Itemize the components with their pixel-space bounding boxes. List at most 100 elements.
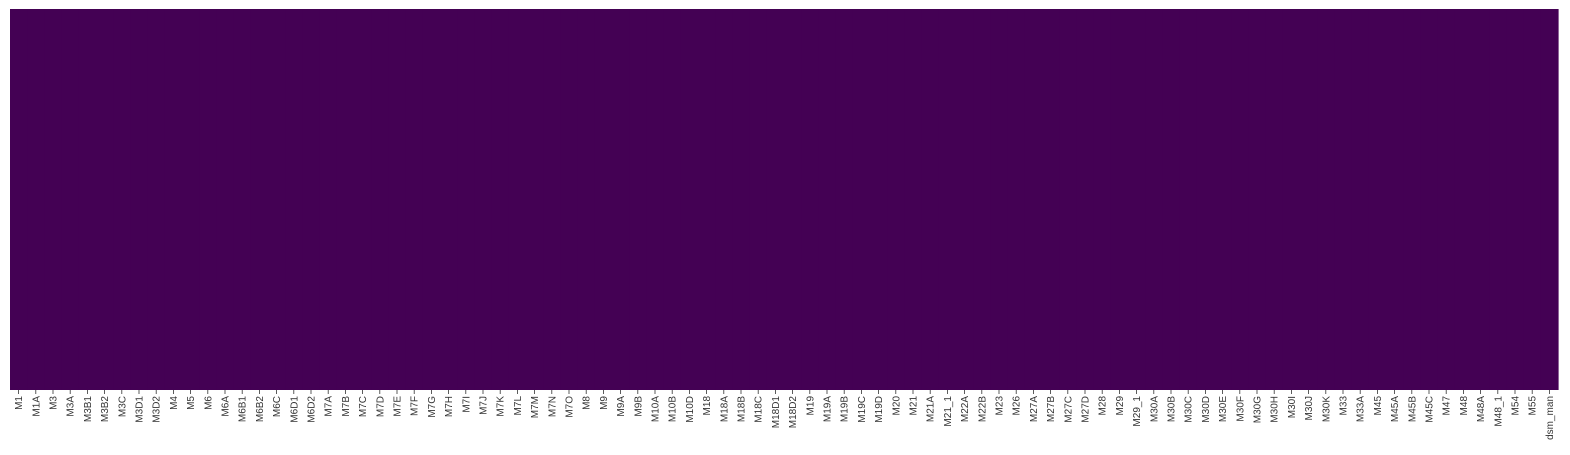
heatmap-cell-m54 [1506,9,1525,390]
heatmap-cell-m6 [199,9,217,390]
heatmap-cell-m3d1 [130,9,149,390]
x-tick-label: M9B [633,396,644,417]
heatmap-cell-m30k [1317,9,1335,390]
heatmap-cell-m30e [1214,9,1232,390]
heatmap-cell-m23 [990,9,1009,390]
heatmap-cell-m7o [560,9,579,390]
heatmap-cell-dsm-man [1540,9,1559,390]
x-tick-label: M7D [375,396,386,417]
heatmap-cell-m21 [904,9,923,390]
heatmap-cell-m19b [835,9,854,390]
heatmap-cell-m6b2 [250,9,269,390]
heatmap-cell-m30h [1265,9,1284,390]
x-tick-label: M48A [1476,396,1487,422]
x-tick-label: M18D1 [771,396,782,429]
x-tick-label: M18B [737,396,748,422]
heatmap-cell-m30f [1231,9,1249,390]
heatmap-cell-m9 [594,9,613,390]
x-tick-label: M21A [926,396,937,422]
heatmap-cell-m55 [1523,9,1542,390]
x-tick-label: M30F [1235,396,1246,422]
heatmap-cell-m21a [921,9,940,390]
heatmap-cell-m45c [1420,9,1439,390]
x-tick-label: M7G [427,396,438,418]
x-tick-label: M7E [393,396,404,417]
heatmap-cell-m7a [319,9,338,390]
heatmap-cell-m1a [27,9,45,390]
heatmap-cell-m27b [1042,9,1060,390]
x-tick-label: M10D [685,396,696,423]
heatmap-cell-m6d1 [285,9,303,390]
x-tick-label: M27A [1029,396,1040,422]
heatmap-cell-m3b1 [78,9,97,390]
x-tick-label: M18C [754,396,765,423]
x-tick-label: M7A [324,396,335,417]
x-tick-label: M30D [1201,396,1212,423]
heatmap-cell-m7d [371,9,389,390]
x-tick-label: M48 [1459,396,1470,416]
x-tick-label: M10A [651,396,662,422]
heatmap-cell-m27a [1024,9,1043,390]
x-tick-label: M6D1 [289,396,300,423]
heatmap-cell-m48-1 [1489,9,1507,390]
x-tick-label: M3 [49,396,60,410]
x-axis-tick-labels: M1 M1A M3 M3A M3B1 M3B2 M3C M3D1 M3D2 M4 M5 M6 M6A M6… [14,396,1556,440]
heatmap-cell-m19a [818,9,837,390]
heatmap-cell-m7h [440,9,458,390]
heatmap-cell-m45b [1403,9,1421,390]
heatmap-cell-m9b [629,9,647,390]
heatmap-cell-m30c [1179,9,1198,390]
x-tick-label: M30K [1321,396,1332,422]
heatmap-cell-m30b [1162,9,1181,390]
heatmap-cell-m6a [216,9,235,390]
heatmap-cell-m18b [732,9,751,390]
x-tick-label: M30A [1149,396,1160,422]
x-tick-label: M10B [668,396,679,422]
x-tick-label: M1 [14,396,25,410]
x-tick-label: M7N [547,396,558,417]
x-tick-label: M45 [1373,396,1384,416]
x-tick-label: M33A [1356,396,1367,422]
x-tick-label: M6D2 [307,396,318,423]
heatmap-cell-m47 [1437,9,1456,390]
heatmap-cell-m45a [1386,9,1404,390]
x-tick-label: M30C [1184,396,1195,423]
x-tick-label: M19C [857,396,868,423]
x-tick-label: M33 [1339,396,1350,416]
x-tick-label: M18 [702,396,713,416]
x-tick-label: M3D2 [152,396,163,423]
heatmap-cell-m33a [1351,9,1370,390]
heatmap-cell-m18d2 [784,9,802,390]
x-tick-label: M3B2 [100,396,111,423]
x-tick-label: M7I [461,396,472,413]
x-tick-label: M28 [1098,396,1109,416]
heatmap-cell-m7m [526,9,544,390]
heatmap-cell-m7l [508,9,527,390]
x-tick-label: M7F [410,396,421,416]
x-tick-label: M27C [1063,396,1074,423]
heatmap-cell-m18a [715,9,733,390]
x-tick-label: M30E [1218,396,1229,422]
x-tick-label: M48_1 [1493,396,1504,427]
heatmap-cell-m9a [612,9,630,390]
heatmap-cell-m7e [388,9,407,390]
heatmap-cell-m19c [852,9,871,390]
x-tick-label: M18A [719,396,730,422]
x-tick-label: M19 [805,396,816,416]
x-axis-ticks [18,390,1550,394]
x-tick-label: M47 [1442,396,1453,416]
heatmap-cell-m6d2 [302,9,321,390]
heatmap-cell-m30g [1248,9,1267,390]
heatmap-cell-m29-1 [1128,9,1146,390]
x-tick-label: M6C [272,396,283,417]
heatmap-cell-m18c [749,9,768,390]
x-tick-label: M30H [1270,396,1281,423]
heatmap-cell-m7i [457,9,475,390]
heatmap-cell-m3d2 [147,9,166,390]
heatmap-cell-m7b [336,9,355,390]
heatmap-cell-m7n [543,9,561,390]
x-tick-label: M45C [1425,396,1436,423]
x-tick-label: M23 [995,396,1006,416]
heatmap-cell-m3b2 [96,9,114,390]
